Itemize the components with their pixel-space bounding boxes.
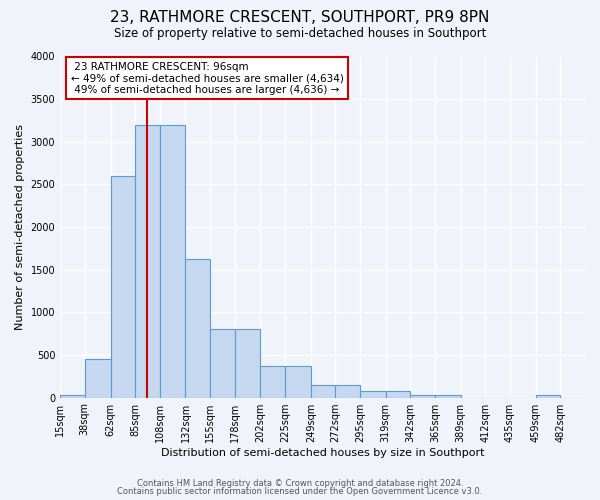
Text: 23, RATHMORE CRESCENT, SOUTHPORT, PR9 8PN: 23, RATHMORE CRESCENT, SOUTHPORT, PR9 8P… bbox=[110, 10, 490, 25]
Bar bbox=[210, 330, 235, 398]
Bar bbox=[60, 396, 85, 398]
Text: 23 RATHMORE CRESCENT: 96sqm
← 49% of semi-detached houses are smaller (4,634)
 4: 23 RATHMORE CRESCENT: 96sqm ← 49% of sem… bbox=[71, 62, 344, 95]
Bar bbox=[335, 385, 360, 398]
Bar bbox=[110, 176, 135, 398]
Bar bbox=[85, 359, 110, 398]
X-axis label: Distribution of semi-detached houses by size in Southport: Distribution of semi-detached houses by … bbox=[161, 448, 484, 458]
Bar bbox=[185, 260, 210, 398]
Text: Contains public sector information licensed under the Open Government Licence v3: Contains public sector information licen… bbox=[118, 487, 482, 496]
Bar bbox=[260, 366, 285, 398]
Bar bbox=[311, 385, 335, 398]
Y-axis label: Number of semi-detached properties: Number of semi-detached properties bbox=[15, 124, 25, 330]
Bar bbox=[235, 330, 260, 398]
Bar bbox=[135, 124, 160, 398]
Text: Contains HM Land Registry data © Crown copyright and database right 2024.: Contains HM Land Registry data © Crown c… bbox=[137, 478, 463, 488]
Bar bbox=[536, 396, 560, 398]
Bar bbox=[410, 396, 435, 398]
Bar bbox=[386, 391, 410, 398]
Bar bbox=[435, 396, 461, 398]
Bar bbox=[160, 124, 185, 398]
Text: Size of property relative to semi-detached houses in Southport: Size of property relative to semi-detach… bbox=[114, 28, 486, 40]
Bar bbox=[360, 391, 386, 398]
Bar bbox=[285, 366, 311, 398]
